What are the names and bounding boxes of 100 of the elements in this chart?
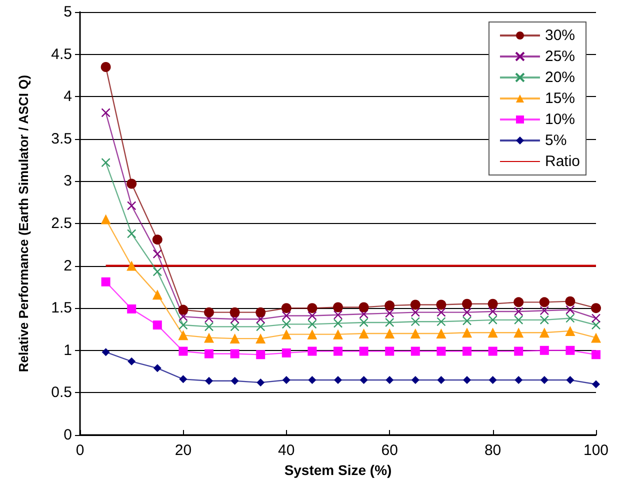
point bbox=[230, 307, 240, 318]
legend-label: 5% bbox=[544, 132, 567, 149]
point bbox=[178, 330, 188, 340]
point bbox=[385, 346, 394, 356]
point bbox=[152, 234, 162, 245]
point bbox=[333, 329, 343, 340]
point bbox=[282, 311, 291, 320]
point bbox=[514, 346, 524, 356]
point bbox=[462, 328, 472, 338]
point bbox=[540, 346, 549, 355]
point bbox=[540, 376, 548, 384]
point bbox=[178, 346, 188, 356]
point bbox=[410, 300, 420, 310]
point bbox=[488, 328, 498, 338]
y-axis-title: Relative Performance (Earth Simulator / ASCI Q) bbox=[16, 74, 31, 372]
legend-label: Ratio bbox=[544, 153, 580, 170]
point bbox=[256, 307, 266, 318]
point bbox=[308, 346, 317, 356]
legend-label: 30% bbox=[544, 27, 576, 44]
point bbox=[179, 375, 188, 384]
point bbox=[384, 328, 395, 338]
point bbox=[514, 376, 523, 384]
point bbox=[591, 314, 601, 323]
point bbox=[102, 348, 110, 356]
point bbox=[333, 302, 343, 312]
point bbox=[230, 322, 240, 332]
y-tick-label: 2.5 bbox=[51, 215, 72, 232]
point bbox=[386, 376, 394, 384]
point bbox=[308, 376, 316, 384]
point bbox=[204, 322, 214, 332]
point bbox=[307, 329, 318, 340]
y-tick-label: 4.5 bbox=[51, 46, 72, 63]
point bbox=[256, 378, 265, 387]
x-tick-label: 20 bbox=[174, 442, 192, 459]
point bbox=[230, 334, 240, 344]
point bbox=[488, 306, 498, 316]
point bbox=[308, 320, 317, 329]
point bbox=[514, 315, 524, 325]
point bbox=[256, 314, 266, 324]
point bbox=[178, 320, 188, 330]
point bbox=[230, 376, 239, 385]
point bbox=[566, 346, 575, 355]
point bbox=[152, 249, 162, 259]
point bbox=[462, 308, 472, 317]
point bbox=[591, 332, 601, 343]
point bbox=[488, 376, 497, 384]
y-tick-label: 2 bbox=[64, 257, 72, 274]
point bbox=[488, 346, 498, 356]
point bbox=[178, 304, 188, 315]
point bbox=[410, 317, 420, 326]
point bbox=[384, 300, 395, 311]
point bbox=[205, 376, 213, 385]
point bbox=[101, 277, 110, 286]
y-tick-label: 5 bbox=[64, 4, 72, 20]
point bbox=[204, 349, 214, 358]
point bbox=[127, 304, 136, 314]
point bbox=[358, 302, 369, 312]
legend-label: 10% bbox=[544, 111, 576, 128]
point bbox=[334, 346, 342, 356]
point bbox=[359, 346, 368, 356]
point bbox=[437, 376, 446, 384]
point bbox=[126, 178, 137, 189]
point bbox=[591, 320, 601, 330]
point bbox=[358, 328, 369, 338]
point bbox=[462, 316, 472, 326]
point bbox=[385, 318, 394, 328]
point bbox=[281, 303, 292, 314]
point bbox=[128, 357, 136, 366]
point bbox=[281, 329, 292, 340]
point bbox=[566, 314, 575, 323]
point bbox=[256, 322, 266, 332]
y-tick-label: 1.5 bbox=[51, 300, 72, 317]
point bbox=[152, 267, 162, 276]
x-axis-title: System Size (%) bbox=[284, 462, 392, 478]
point bbox=[539, 328, 550, 338]
point bbox=[127, 229, 136, 238]
point bbox=[282, 348, 291, 358]
x-tick-label: 0 bbox=[76, 442, 84, 459]
point bbox=[153, 364, 162, 372]
y-tick-label: 3.5 bbox=[51, 130, 72, 148]
point bbox=[334, 376, 342, 384]
point bbox=[178, 312, 188, 322]
point bbox=[101, 108, 110, 118]
point bbox=[410, 328, 420, 338]
point bbox=[436, 317, 446, 326]
point bbox=[462, 298, 472, 309]
point bbox=[463, 376, 471, 384]
point bbox=[204, 332, 214, 343]
point bbox=[308, 311, 317, 320]
point bbox=[410, 346, 420, 356]
point bbox=[539, 297, 550, 308]
point bbox=[436, 346, 446, 356]
x-tick-label: 60 bbox=[381, 442, 398, 459]
point bbox=[152, 320, 162, 330]
y-tick-label: 0.5 bbox=[51, 384, 72, 402]
point bbox=[127, 201, 136, 210]
x-tick-label: 100 bbox=[583, 442, 609, 459]
legend-label: 20% bbox=[544, 69, 576, 86]
point bbox=[333, 318, 343, 328]
point bbox=[204, 307, 214, 318]
